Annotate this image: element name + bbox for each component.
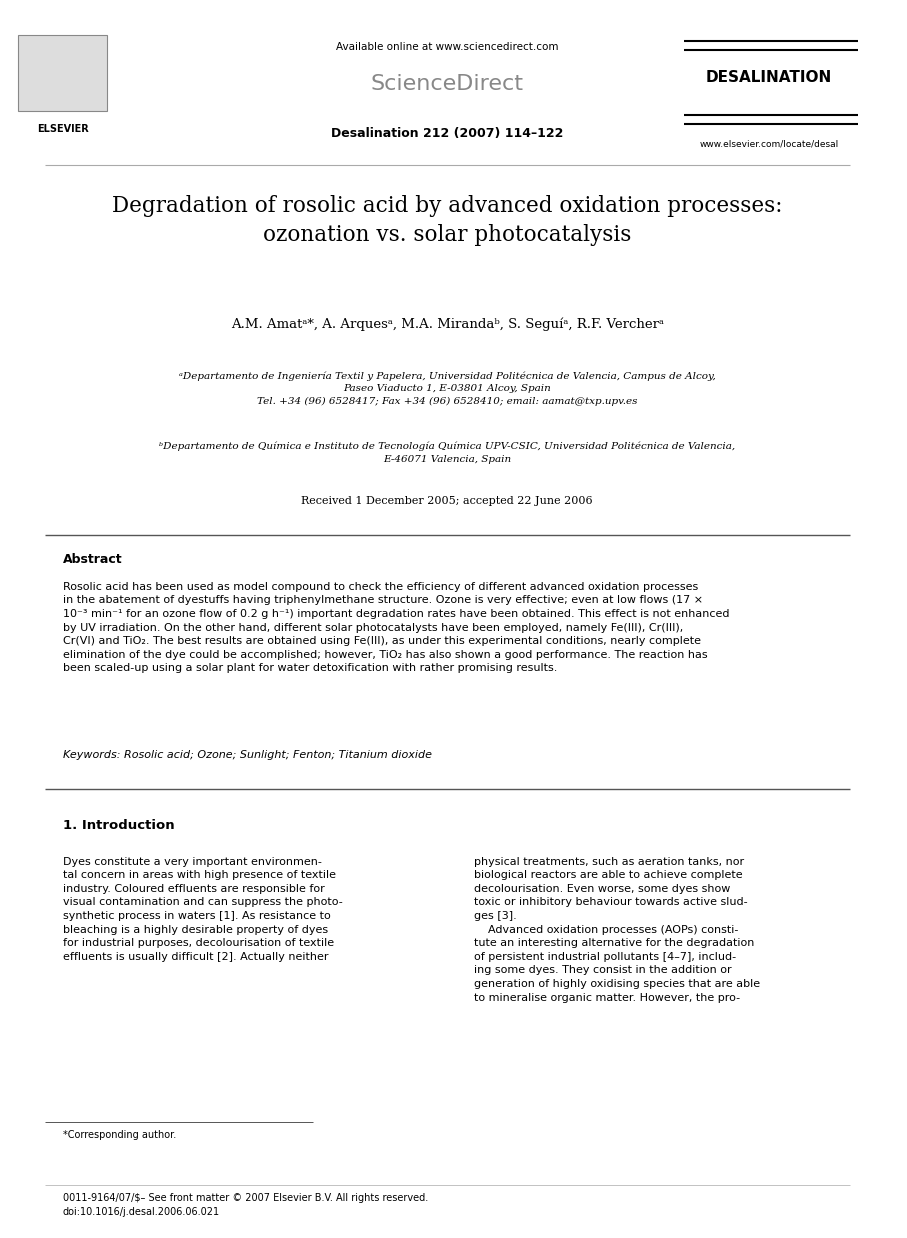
Text: Desalination 212 (2007) 114–122: Desalination 212 (2007) 114–122 xyxy=(331,128,563,140)
Text: *Corresponding author.: *Corresponding author. xyxy=(63,1130,176,1140)
Text: A.M. Amatᵃ*, A. Arquesᵃ, M.A. Mirandaᵇ, S. Seguíᵃ, R.F. Vercherᵃ: A.M. Amatᵃ*, A. Arquesᵃ, M.A. Mirandaᵇ, … xyxy=(230,318,664,331)
Text: Received 1 December 2005; accepted 22 June 2006: Received 1 December 2005; accepted 22 Ju… xyxy=(301,496,593,506)
Text: Dyes constitute a very important environmen-
tal concern in areas with high pres: Dyes constitute a very important environ… xyxy=(63,857,342,962)
Text: ELSEVIER: ELSEVIER xyxy=(36,124,89,134)
Text: Available online at www.sciencedirect.com: Available online at www.sciencedirect.co… xyxy=(336,42,559,52)
Text: physical treatments, such as aeration tanks, nor
biological reactors are able to: physical treatments, such as aeration ta… xyxy=(474,857,760,1003)
Text: Keywords: Rosolic acid; Ozone; Sunlight; Fenton; Titanium dioxide: Keywords: Rosolic acid; Ozone; Sunlight;… xyxy=(63,750,432,760)
Text: 0011-9164/07/$– See front matter © 2007 Elsevier B.V. All rights reserved.
doi:1: 0011-9164/07/$– See front matter © 2007 … xyxy=(63,1193,428,1217)
Text: ᵃDepartamento de Ingeniería Textil y Papelera, Universidad Politécnica de Valenc: ᵃDepartamento de Ingeniería Textil y Pap… xyxy=(179,371,716,406)
Text: ᵇDepartamento de Química e Instituto de Tecnología Química UPV-CSIC, Universidad: ᵇDepartamento de Química e Instituto de … xyxy=(159,442,736,464)
Text: Abstract: Abstract xyxy=(63,553,122,566)
Text: DESALINATION: DESALINATION xyxy=(706,71,832,85)
Text: ScienceDirect: ScienceDirect xyxy=(371,74,523,94)
FancyBboxPatch shape xyxy=(18,35,107,111)
Text: www.elsevier.com/locate/desal: www.elsevier.com/locate/desal xyxy=(699,139,839,149)
Text: Degradation of rosolic acid by advanced oxidation processes:
ozonation vs. solar: Degradation of rosolic acid by advanced … xyxy=(112,194,783,246)
Text: 1. Introduction: 1. Introduction xyxy=(63,820,174,832)
Text: Rosolic acid has been used as model compound to check the efficiency of differen: Rosolic acid has been used as model comp… xyxy=(63,582,729,673)
